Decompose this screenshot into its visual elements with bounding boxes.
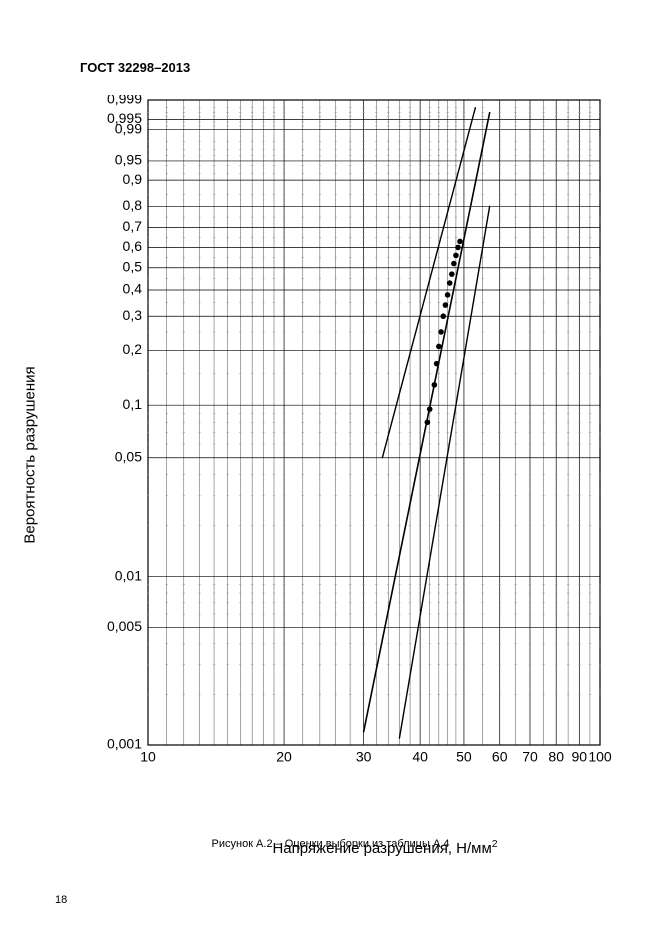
- svg-text:60: 60: [492, 748, 508, 764]
- page-number: 18: [55, 894, 67, 906]
- svg-text:0,95: 0,95: [115, 152, 142, 168]
- svg-text:0,6: 0,6: [123, 238, 143, 254]
- svg-text:0,005: 0,005: [107, 618, 142, 634]
- weibull-chart: Вероятность разрушения 10203040506070809…: [60, 95, 620, 815]
- figure-caption: Рисунок А.2 – Оценки выборки из таблицы …: [0, 838, 661, 850]
- svg-text:100: 100: [588, 748, 612, 764]
- doc-header: ГОСТ 32298–2013: [80, 60, 190, 75]
- svg-text:40: 40: [412, 748, 428, 764]
- svg-text:0,2: 0,2: [123, 341, 143, 357]
- svg-text:0,05: 0,05: [115, 448, 142, 464]
- svg-text:70: 70: [522, 748, 538, 764]
- svg-text:50: 50: [456, 748, 472, 764]
- svg-text:0,1: 0,1: [123, 396, 143, 412]
- svg-text:0,4: 0,4: [123, 281, 143, 297]
- svg-text:0,999: 0,999: [107, 95, 142, 107]
- svg-text:80: 80: [548, 748, 564, 764]
- svg-text:0,001: 0,001: [107, 736, 142, 752]
- svg-text:0,3: 0,3: [123, 307, 143, 323]
- svg-text:20: 20: [276, 748, 292, 764]
- svg-text:0,01: 0,01: [115, 567, 142, 583]
- y-axis-label: Вероятность разрушения: [22, 366, 39, 543]
- svg-text:0,8: 0,8: [123, 197, 143, 213]
- svg-text:0,995: 0,995: [107, 110, 142, 126]
- svg-text:30: 30: [356, 748, 372, 764]
- svg-text:90: 90: [572, 748, 588, 764]
- svg-text:0,5: 0,5: [123, 258, 143, 274]
- plot-svg: 10 20 30 40 50 60 70 80 90100 0,001 0,005 0,01 0,05 0…: [60, 95, 620, 795]
- svg-text:0,7: 0,7: [123, 218, 143, 234]
- svg-text:0,9: 0,9: [123, 171, 143, 187]
- svg-text:10: 10: [140, 748, 156, 764]
